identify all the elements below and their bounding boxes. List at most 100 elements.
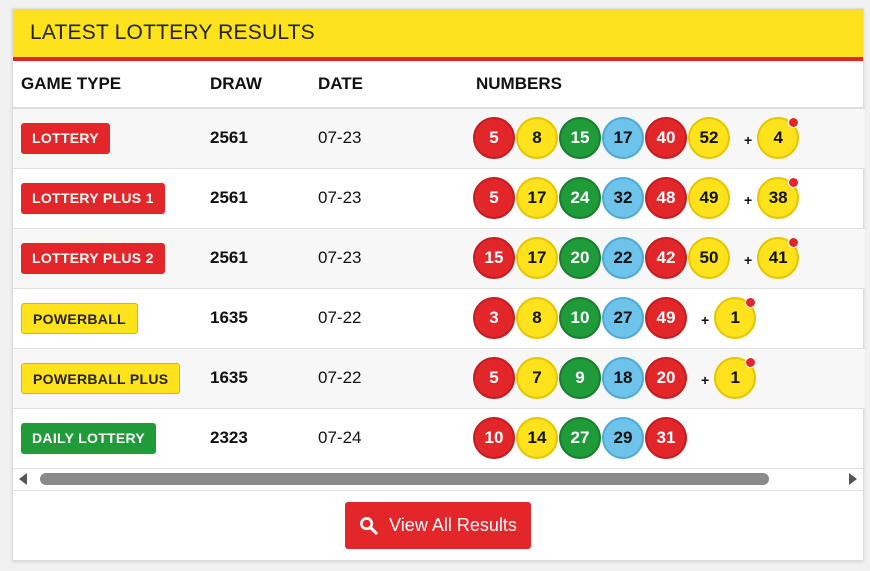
column-header-draw: DRAW	[210, 61, 318, 109]
lottery-ball: 17	[516, 237, 558, 279]
lottery-ball: 15	[473, 237, 515, 279]
draw-number: 1635	[210, 348, 318, 409]
ball-group: 10 14 27 29 31	[473, 417, 862, 459]
game-type-badge[interactable]: POWERBALL	[21, 302, 138, 334]
lottery-ball: 10	[473, 417, 515, 459]
lottery-ball: 32	[602, 177, 644, 219]
table-row[interactable]: LOTTERY PLUS 2 2561 07-23 15 17 20 22 42 50 +41	[13, 228, 865, 289]
lottery-ball: 5	[473, 357, 515, 399]
plus-sign: +	[701, 312, 710, 328]
game-type-badge[interactable]: DAILY LOTTERY	[21, 422, 157, 454]
draw-date: 07-23	[318, 168, 476, 229]
lottery-ball: 9	[559, 357, 601, 399]
ball-group: 5 8 15 17 40 52 +4	[473, 117, 862, 160]
draw-number: 2323	[210, 408, 318, 469]
draw-number: 2561	[210, 228, 318, 289]
view-all-results-button[interactable]: View All Results	[345, 501, 531, 549]
bonus-ball: 1	[714, 297, 757, 339]
table-row[interactable]: POWERBALL 1635 07-22 3 8 10 27 49 +1	[13, 288, 865, 349]
lottery-ball: 15	[559, 117, 601, 160]
lottery-ball: 17	[516, 177, 558, 219]
plus-sign: +	[701, 372, 710, 388]
draw-date: 07-23	[318, 228, 476, 289]
column-header-game-type: GAME TYPE	[13, 61, 210, 109]
numbers-cell: 5 7 9 18 20 +1	[473, 348, 865, 409]
lottery-results-card: LATEST LOTTERY RESULTS GAME TYPE DRAW DA…	[12, 8, 865, 561]
lottery-ball: 24	[559, 177, 601, 219]
game-type-badge[interactable]: LOTTERY PLUS 1	[21, 182, 165, 214]
lottery-ball: 20	[559, 237, 601, 279]
game-type-badge[interactable]: POWERBALL PLUS	[21, 362, 181, 394]
lottery-ball: 7	[516, 357, 558, 399]
bonus-ball-number: 1	[730, 308, 740, 327]
card-title: LATEST LOTTERY RESULTS	[30, 21, 315, 44]
lottery-ball: 5	[473, 117, 515, 160]
bonus-ball-number: 41	[768, 248, 788, 267]
scrollbar-thumb[interactable]	[40, 473, 769, 485]
lottery-ball: 29	[602, 417, 644, 459]
draw-date: 07-22	[318, 288, 476, 349]
results-table: GAME TYPE DRAW DATE NUMBERS LOTTERY 2561 0…	[13, 61, 865, 469]
horizontal-scrollbar[interactable]	[13, 469, 863, 491]
bonus-indicator-dot-icon	[788, 237, 800, 248]
lottery-ball: 52	[688, 117, 730, 160]
game-type-cell: LOTTERY	[13, 108, 210, 169]
bonus-ball: 4	[757, 117, 800, 160]
game-type-badge[interactable]: LOTTERY PLUS 2	[21, 242, 165, 274]
table-row[interactable]: LOTTERY PLUS 1 2561 07-23 5 17 24 32 48 49 +38	[13, 168, 865, 229]
lottery-ball: 31	[645, 417, 687, 459]
lottery-ball: 50	[688, 237, 730, 279]
game-type-cell: POWERBALL PLUS	[13, 348, 210, 409]
plus-sign: +	[744, 192, 753, 208]
lottery-ball: 17	[602, 117, 644, 160]
ball-group: 5 7 9 18 20 +1	[473, 357, 862, 399]
draw-number: 2561	[210, 168, 318, 229]
table-row[interactable]: POWERBALL PLUS 1635 07-22 5 7 9 18 20 +1	[13, 348, 865, 409]
draw-date: 07-22	[318, 348, 476, 409]
bonus-ball-number: 1	[730, 368, 740, 387]
scroll-right-arrow-icon[interactable]	[849, 473, 857, 485]
lottery-ball: 5	[473, 177, 515, 219]
lottery-ball: 22	[602, 237, 644, 279]
game-type-cell: POWERBALL	[13, 288, 210, 349]
ball-group: 3 8 10 27 49 +1	[473, 297, 862, 339]
numbers-cell: 15 17 20 22 42 50 +41	[473, 228, 865, 289]
view-all-results-label: View All Results	[389, 514, 517, 535]
lottery-ball: 40	[645, 117, 687, 160]
bonus-indicator-dot-icon	[745, 297, 757, 308]
draw-date: 07-23	[318, 108, 476, 169]
game-type-cell: LOTTERY PLUS 1	[13, 168, 210, 229]
plus-sign: +	[744, 132, 753, 149]
lottery-ball: 8	[516, 117, 558, 160]
bonus-ball: 41	[757, 237, 800, 279]
lottery-ball: 49	[688, 177, 730, 219]
ball-group: 5 17 24 32 48 49 +38	[473, 177, 862, 219]
column-header-numbers: NUMBERS	[476, 61, 865, 109]
bonus-ball-number: 38	[768, 188, 788, 207]
bonus-indicator-dot-icon	[745, 357, 757, 368]
lottery-ball: 10	[559, 297, 601, 339]
lottery-ball: 27	[602, 297, 644, 339]
bonus-ball: 38	[757, 177, 800, 219]
lottery-ball: 8	[516, 297, 558, 339]
draw-number: 2561	[210, 108, 318, 169]
game-type-cell: LOTTERY PLUS 2	[13, 228, 210, 289]
column-header-date: DATE	[318, 61, 476, 109]
draw-number: 1635	[210, 288, 318, 349]
game-type-badge[interactable]: LOTTERY	[21, 122, 110, 154]
scroll-left-arrow-icon[interactable]	[19, 473, 27, 485]
table-row[interactable]: DAILY LOTTERY 2323 07-24 10 14 27 29 31	[13, 408, 865, 469]
numbers-cell: 5 17 24 32 48 49 +38	[473, 168, 865, 229]
lottery-ball: 27	[559, 417, 601, 459]
bonus-indicator-dot-icon	[788, 117, 800, 129]
plus-sign: +	[744, 252, 753, 268]
bonus-indicator-dot-icon	[788, 177, 800, 188]
table-row[interactable]: LOTTERY 2561 07-23 5 8 15 17 40 52 +4	[13, 108, 865, 169]
draw-date: 07-24	[318, 408, 476, 469]
lottery-ball: 42	[645, 237, 687, 279]
lottery-ball: 48	[645, 177, 687, 219]
game-type-cell: DAILY LOTTERY	[13, 408, 210, 469]
numbers-cell: 10 14 27 29 31	[473, 408, 865, 469]
lottery-ball: 18	[602, 357, 644, 399]
card-header: LATEST LOTTERY RESULTS	[13, 9, 863, 61]
